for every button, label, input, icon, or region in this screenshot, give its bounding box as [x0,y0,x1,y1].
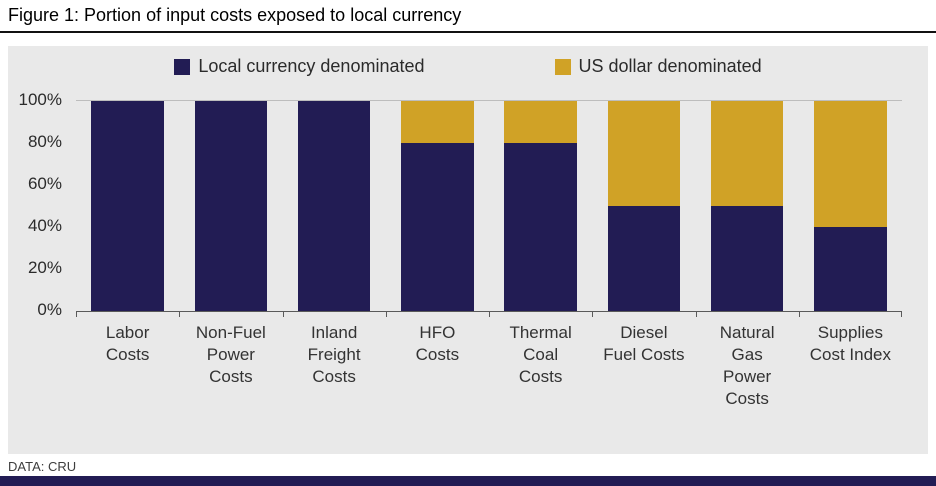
category-label: Natural Gas Power Costs [719,323,775,409]
legend-label-local: Local currency denominated [198,56,425,76]
bar-column [386,101,489,311]
bar-column [696,101,799,311]
y-tick-label: 40% [27,216,62,235]
bar-segment-local [607,206,680,311]
category-label: Diesel Fuel Costs [603,323,685,365]
bar-segment-local [194,101,267,311]
category-label: Supplies Cost Index [809,323,891,365]
y-tick-label: 100% [18,90,62,109]
stacked-bar [91,101,164,311]
y-tick-label: 60% [27,174,62,193]
source-note: DATA: CRU [8,459,77,474]
axis-tick-mark [592,311,594,317]
bar-segment-usd [401,101,474,143]
bar-segment-local [710,206,784,311]
y-tick-label: 20% [27,258,62,277]
category-label: Thermal Coal Costs [509,323,572,387]
category-label: Labor Costs [105,323,150,365]
legend-item-local: Local currency denominated [174,56,425,77]
legend: Local currency denominated US dollar den… [8,56,928,77]
legend-swatch-local-icon [174,58,191,75]
stacked-bar [297,101,371,311]
axis-ticks [76,311,902,317]
category-label: HFO Costs [415,323,460,365]
bar-segment-local [401,143,474,311]
bar-column [799,101,902,311]
y-tick-label: 0% [37,300,62,319]
bar-segment-local [297,101,371,311]
plot-area [76,100,902,312]
category-label: Non-Fuel Power Costs [195,323,266,387]
bar-segment-usd [607,101,680,206]
y-tick-label: 80% [27,132,62,151]
stacked-bar [607,101,680,311]
stacked-bar [504,101,577,311]
stacked-bar [194,101,267,311]
axis-tick-mark [901,311,902,317]
bar-column [592,101,695,311]
bar-segment-local [504,143,577,311]
category-labels: Labor Costs Non-Fuel Power Costs Inland Fr… [76,322,902,410]
bar-column [489,101,592,311]
axis-tick-mark [179,311,181,317]
bar-segment-usd [504,101,577,143]
axis-tick-mark [76,311,77,317]
legend-swatch-usd-icon [554,58,571,75]
stacked-bar [814,101,887,311]
bar-segment-usd [814,101,887,227]
legend-label-usd: US dollar denominated [578,56,762,76]
y-axis: 100% 80% 60% 40% 20% 0% [8,90,68,319]
stacked-bar [401,101,474,311]
axis-tick-mark [695,311,697,317]
bar-segment-local [814,227,887,311]
bar-segment-local [91,101,164,311]
axis-tick-mark [385,311,387,317]
bar-column [179,101,282,311]
axis-tick-mark [282,311,284,317]
chart-panel: Local currency denominated US dollar den… [8,46,928,454]
bar-column [76,101,179,311]
bar-column [283,101,386,311]
category-label: Inland Freight Costs [307,323,361,387]
figure-header: Figure 1: Portion of input costs exposed… [0,0,936,33]
axis-tick-mark [798,311,800,317]
axis-tick-mark [489,311,490,317]
footer-bar [0,476,936,486]
stacked-bar [710,101,784,311]
bar-segment-usd [710,101,784,206]
legend-item-usd: US dollar denominated [554,56,762,77]
page-title: Figure 1: Portion of input costs exposed… [8,5,462,25]
